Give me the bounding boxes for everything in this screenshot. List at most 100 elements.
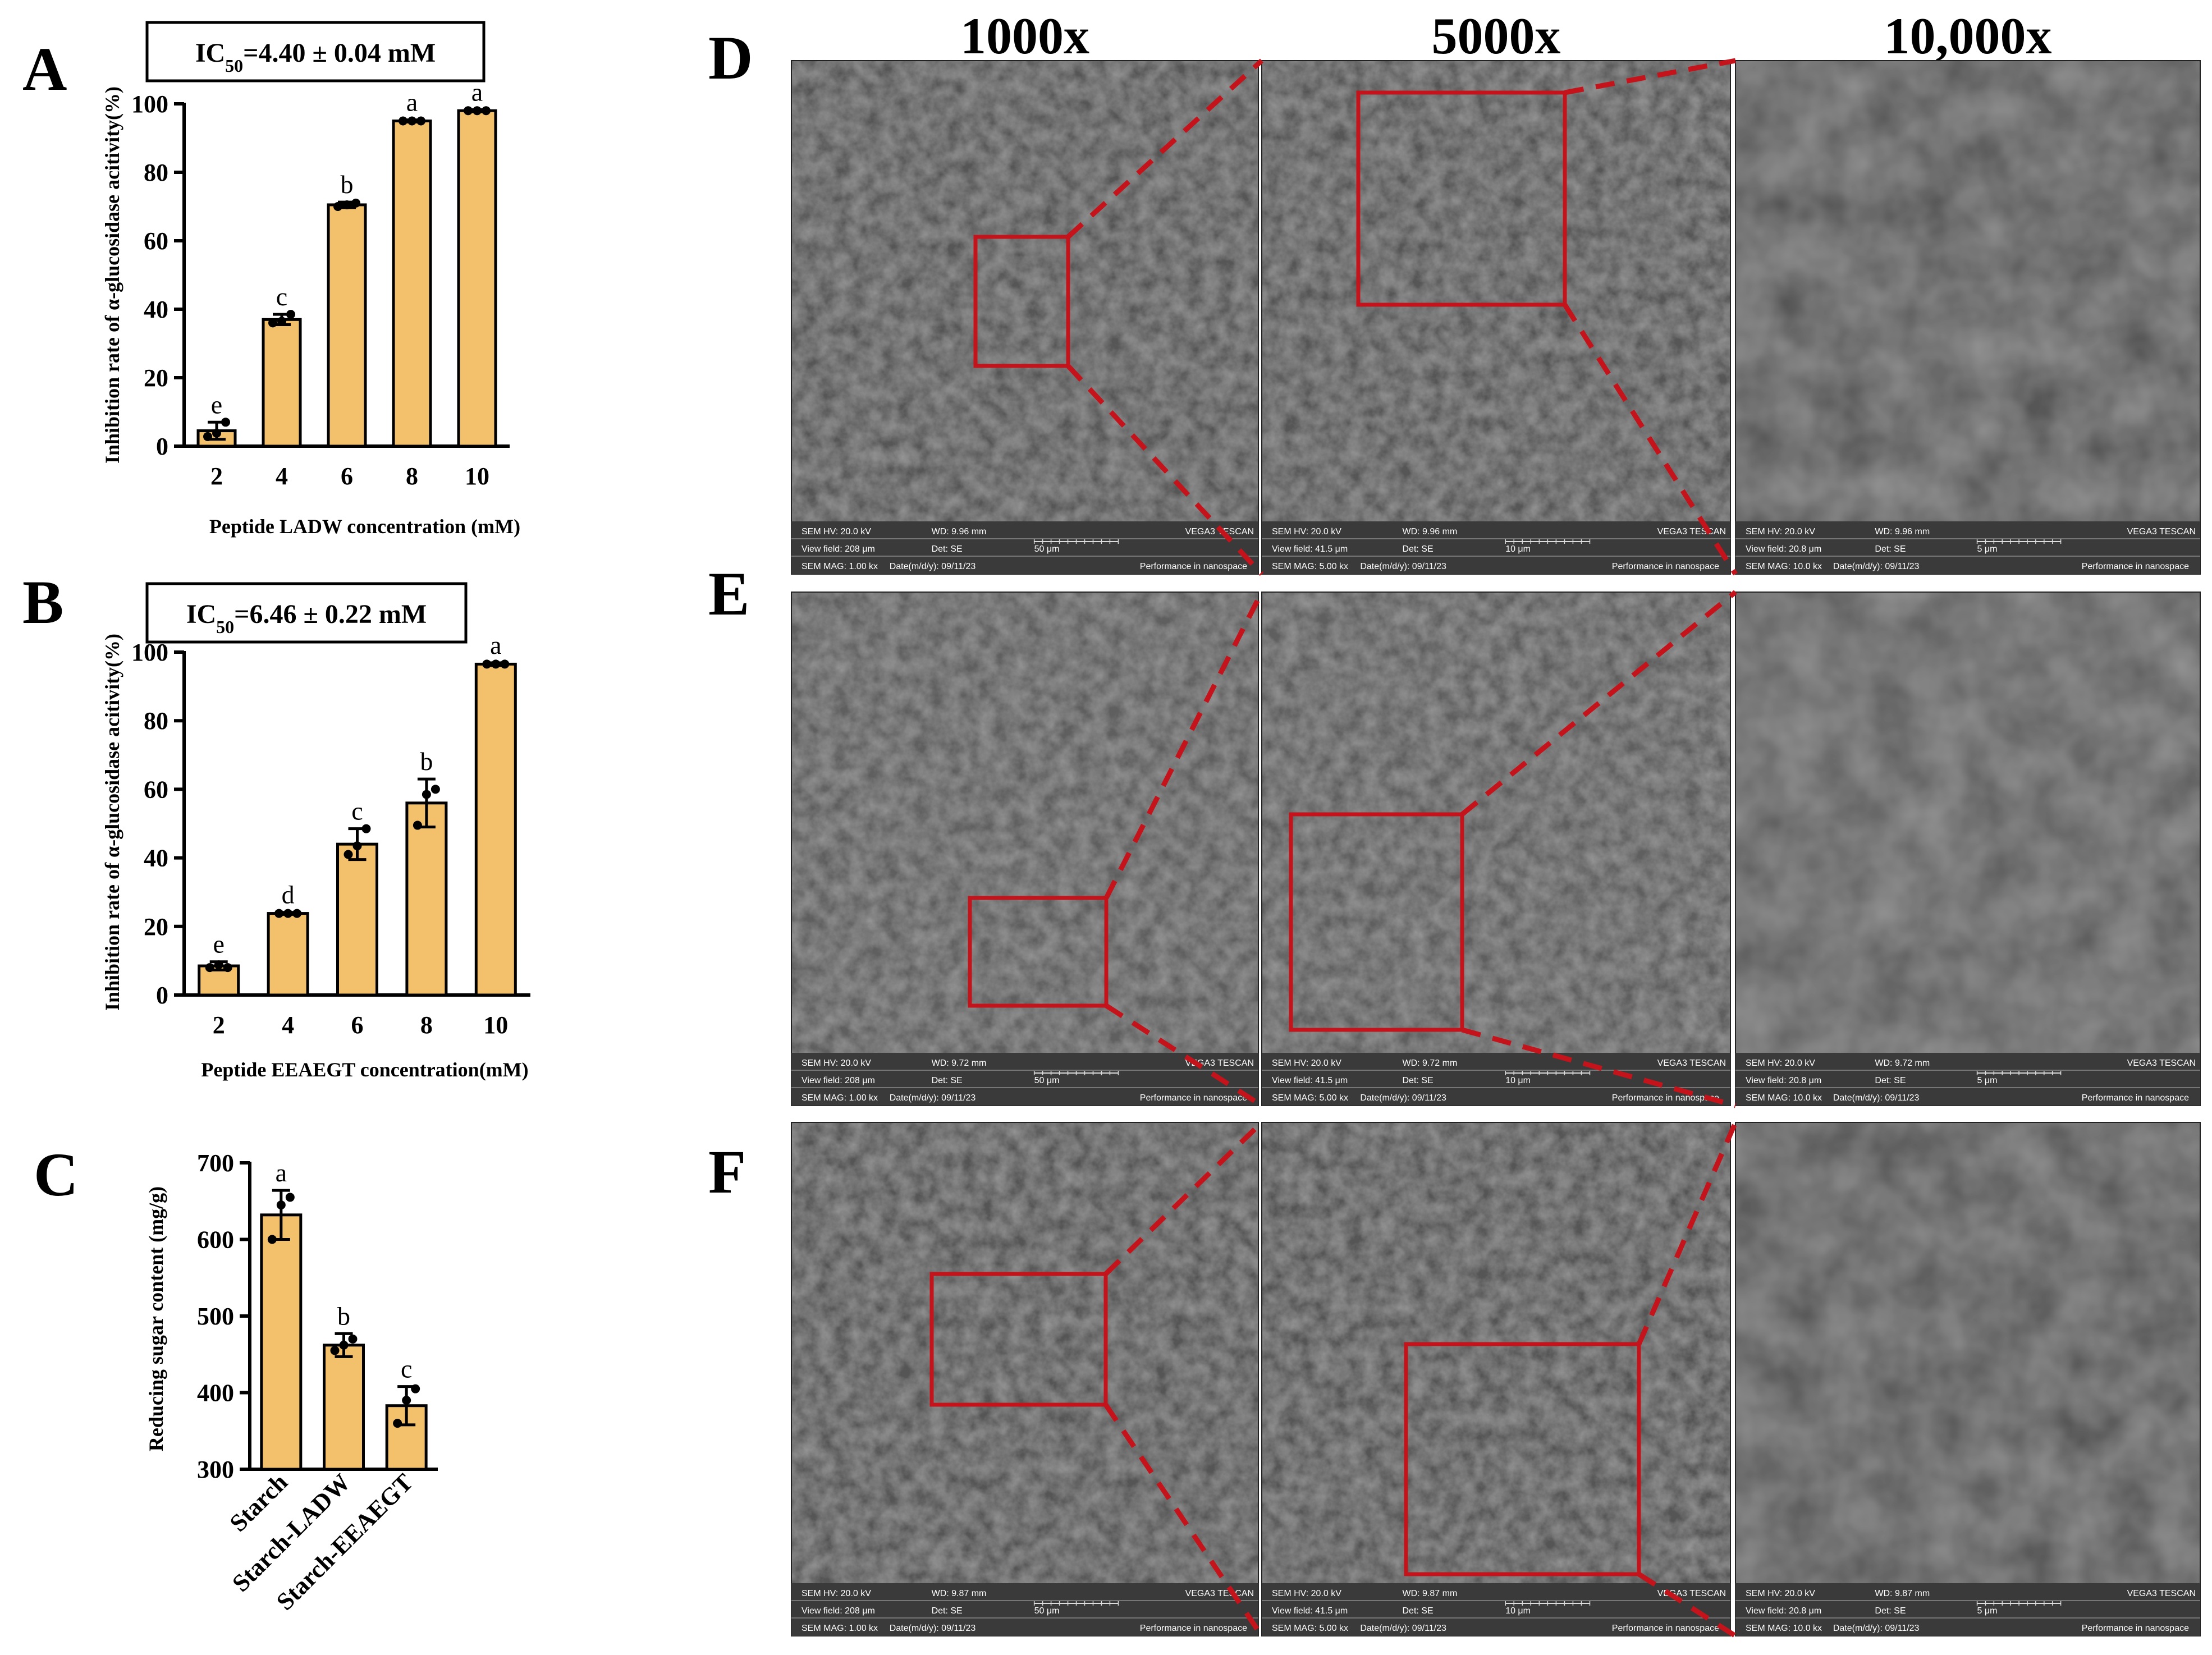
y-tick-label: 80 <box>144 707 168 735</box>
y-tick-label: 20 <box>144 364 168 392</box>
sem-image-texture <box>791 592 1258 1106</box>
sem-meta-wd: WD: 9.96 mm <box>932 527 987 537</box>
y-tick-label: 700 <box>197 1149 234 1177</box>
zoom-connector <box>1066 58 1264 239</box>
significance-letter: b <box>420 747 433 776</box>
sem-meta-scale: 10 μm <box>1505 1076 1531 1085</box>
sem-meta-perf: Performance in nanospace <box>2082 1093 2189 1103</box>
sem-meta-hv: SEM HV: 20.0 kV <box>802 527 871 537</box>
panel-label-c: C <box>34 1140 78 1209</box>
sem-meta-mag: SEM MAG: 1.00 kx <box>802 562 878 571</box>
sem-meta-mag: SEM MAG: 5.00 kx <box>1272 562 1348 571</box>
zoom-connector <box>1103 590 1265 900</box>
panel-label-b: B <box>22 568 63 636</box>
data-point <box>342 200 351 209</box>
y-axis-label: Inhibition rate of α-glucosidase acitivi… <box>101 86 123 464</box>
y-tick-label: 300 <box>197 1456 234 1483</box>
sem-meta-mag: SEM MAG: 5.00 kx <box>1272 1624 1348 1633</box>
sem-info-band <box>1262 1583 1730 1636</box>
significance-letter: c <box>276 282 287 311</box>
sem-meta-det: Det: SE <box>1403 544 1434 554</box>
bar-4 <box>267 912 309 997</box>
sem-meta-det: Det: SE <box>1875 1076 1906 1085</box>
sem-info-band <box>791 1583 1258 1636</box>
sem-meta-hv: SEM HV: 20.0 kV <box>802 1589 871 1598</box>
data-point <box>333 202 342 211</box>
sem-micrograph: SEM HV: 20.0 kV WD: 9.96 mm VEGA3 TESCANVi… <box>791 60 1259 575</box>
panel-label-a: A <box>22 35 67 103</box>
sem-image-texture <box>791 61 1258 574</box>
sem-micrograph: SEM HV: 20.0 kV WD: 9.96 mm VEGA3 TESCANVi… <box>1735 60 2201 575</box>
sem-meta-brand: VEGA3 TESCAN <box>2127 527 2196 537</box>
data-point <box>348 1334 358 1344</box>
sem-meta-wd: WD: 9.87 mm <box>1403 1589 1458 1598</box>
zoom-connector <box>1460 590 1737 817</box>
sem-micrograph: SEM HV: 20.0 kV WD: 9.87 mm VEGA3 TESCANVi… <box>1261 1122 1731 1636</box>
y-tick-label: 100 <box>131 639 168 666</box>
sem-meta-perf: Performance in nanospace <box>1612 562 1719 571</box>
sem-meta-scale: 5 μm <box>1977 1076 1998 1085</box>
sem-meta-vf: View field: 41.5 μm <box>1272 1606 1348 1616</box>
x-tick-label: 2 <box>210 462 223 490</box>
ic50-annotation: IC50=6.46 ± 0.22 mM <box>186 599 427 637</box>
data-point <box>339 1340 349 1350</box>
sem-meta-vf: View field: 20.8 μm <box>1746 1606 1821 1616</box>
sem-meta-perf: Performance in nanospace <box>1612 1624 1719 1633</box>
data-point <box>361 824 371 833</box>
zoom-region-box <box>1356 90 1567 307</box>
significance-letter: a <box>276 1158 287 1187</box>
panel-label-d: D <box>708 24 753 92</box>
sem-image-texture <box>1735 592 2200 1106</box>
bar-4 <box>262 318 302 448</box>
sem-info-band <box>791 1053 1258 1106</box>
y-axis-label: Inhibition rate of α-glucosidase acitivi… <box>101 634 123 1011</box>
sem-meta-vf: View field: 20.8 μm <box>1746 544 1821 554</box>
data-point <box>393 1419 402 1428</box>
zoom-connector <box>1563 303 1738 576</box>
significance-letter: a <box>471 77 483 106</box>
ic50-annotation: IC50=4.40 ± 0.04 mM <box>195 38 436 76</box>
y-tick-label: 60 <box>144 227 168 255</box>
y-tick-label: 40 <box>144 845 168 872</box>
sem-meta-hv: SEM HV: 20.0 kV <box>1746 527 1815 537</box>
zoom-connector <box>1103 1120 1264 1276</box>
ic50-value: =4.40 ± 0.04 mM <box>243 38 436 68</box>
y-tick-label: 20 <box>144 913 168 941</box>
significance-letter: a <box>406 88 418 117</box>
zoom-connector <box>1636 1121 1738 1345</box>
data-point <box>416 116 425 126</box>
sem-image-texture <box>1735 1122 2200 1636</box>
sem-micrograph: SEM HV: 20.0 kV WD: 9.72 mm VEGA3 TESCANVi… <box>1261 592 1731 1106</box>
y-tick-label: 0 <box>156 433 168 460</box>
sem-meta-scale: 10 μm <box>1505 544 1531 554</box>
sem-micrograph: SEM HV: 20.0 kV WD: 9.72 mm VEGA3 TESCANVi… <box>791 592 1259 1106</box>
bar-8 <box>392 120 432 448</box>
sem-meta-vf: View field: 208 μm <box>802 1606 875 1616</box>
y-tick-label: 60 <box>144 776 168 803</box>
significance-letter: c <box>351 797 363 826</box>
sem-meta-det: Det: SE <box>1403 1606 1434 1616</box>
data-point <box>223 963 232 973</box>
sem-info-band <box>791 521 1258 574</box>
ic50-subscript: 50 <box>225 56 243 76</box>
x-tick-label: 6 <box>341 462 353 490</box>
significance-letter: d <box>282 881 295 909</box>
x-tick-label: 6 <box>351 1011 364 1039</box>
bar-6 <box>336 842 378 997</box>
y-tick-label: 100 <box>131 90 168 118</box>
data-point <box>482 106 491 116</box>
data-point <box>277 317 286 326</box>
data-point <box>431 785 440 794</box>
data-point <box>274 909 284 918</box>
sem-meta-mag: SEM MAG: 10.0 kx <box>1746 1093 1822 1103</box>
sem-meta-perf: Performance in nanospace <box>1140 1093 1247 1103</box>
sem-image-texture <box>1262 592 1730 1106</box>
sem-meta-date: Date(m/d/y): 09/11/23 <box>1360 1624 1446 1633</box>
sem-meta-brand: VEGA3 TESCAN <box>2127 1058 2196 1068</box>
data-point <box>352 841 362 851</box>
sem-meta-date: Date(m/d/y): 09/11/23 <box>1360 562 1446 571</box>
x-tick-label: 10 <box>465 462 489 490</box>
sem-meta-wd: WD: 9.72 mm <box>1403 1058 1458 1068</box>
data-point <box>344 850 353 859</box>
